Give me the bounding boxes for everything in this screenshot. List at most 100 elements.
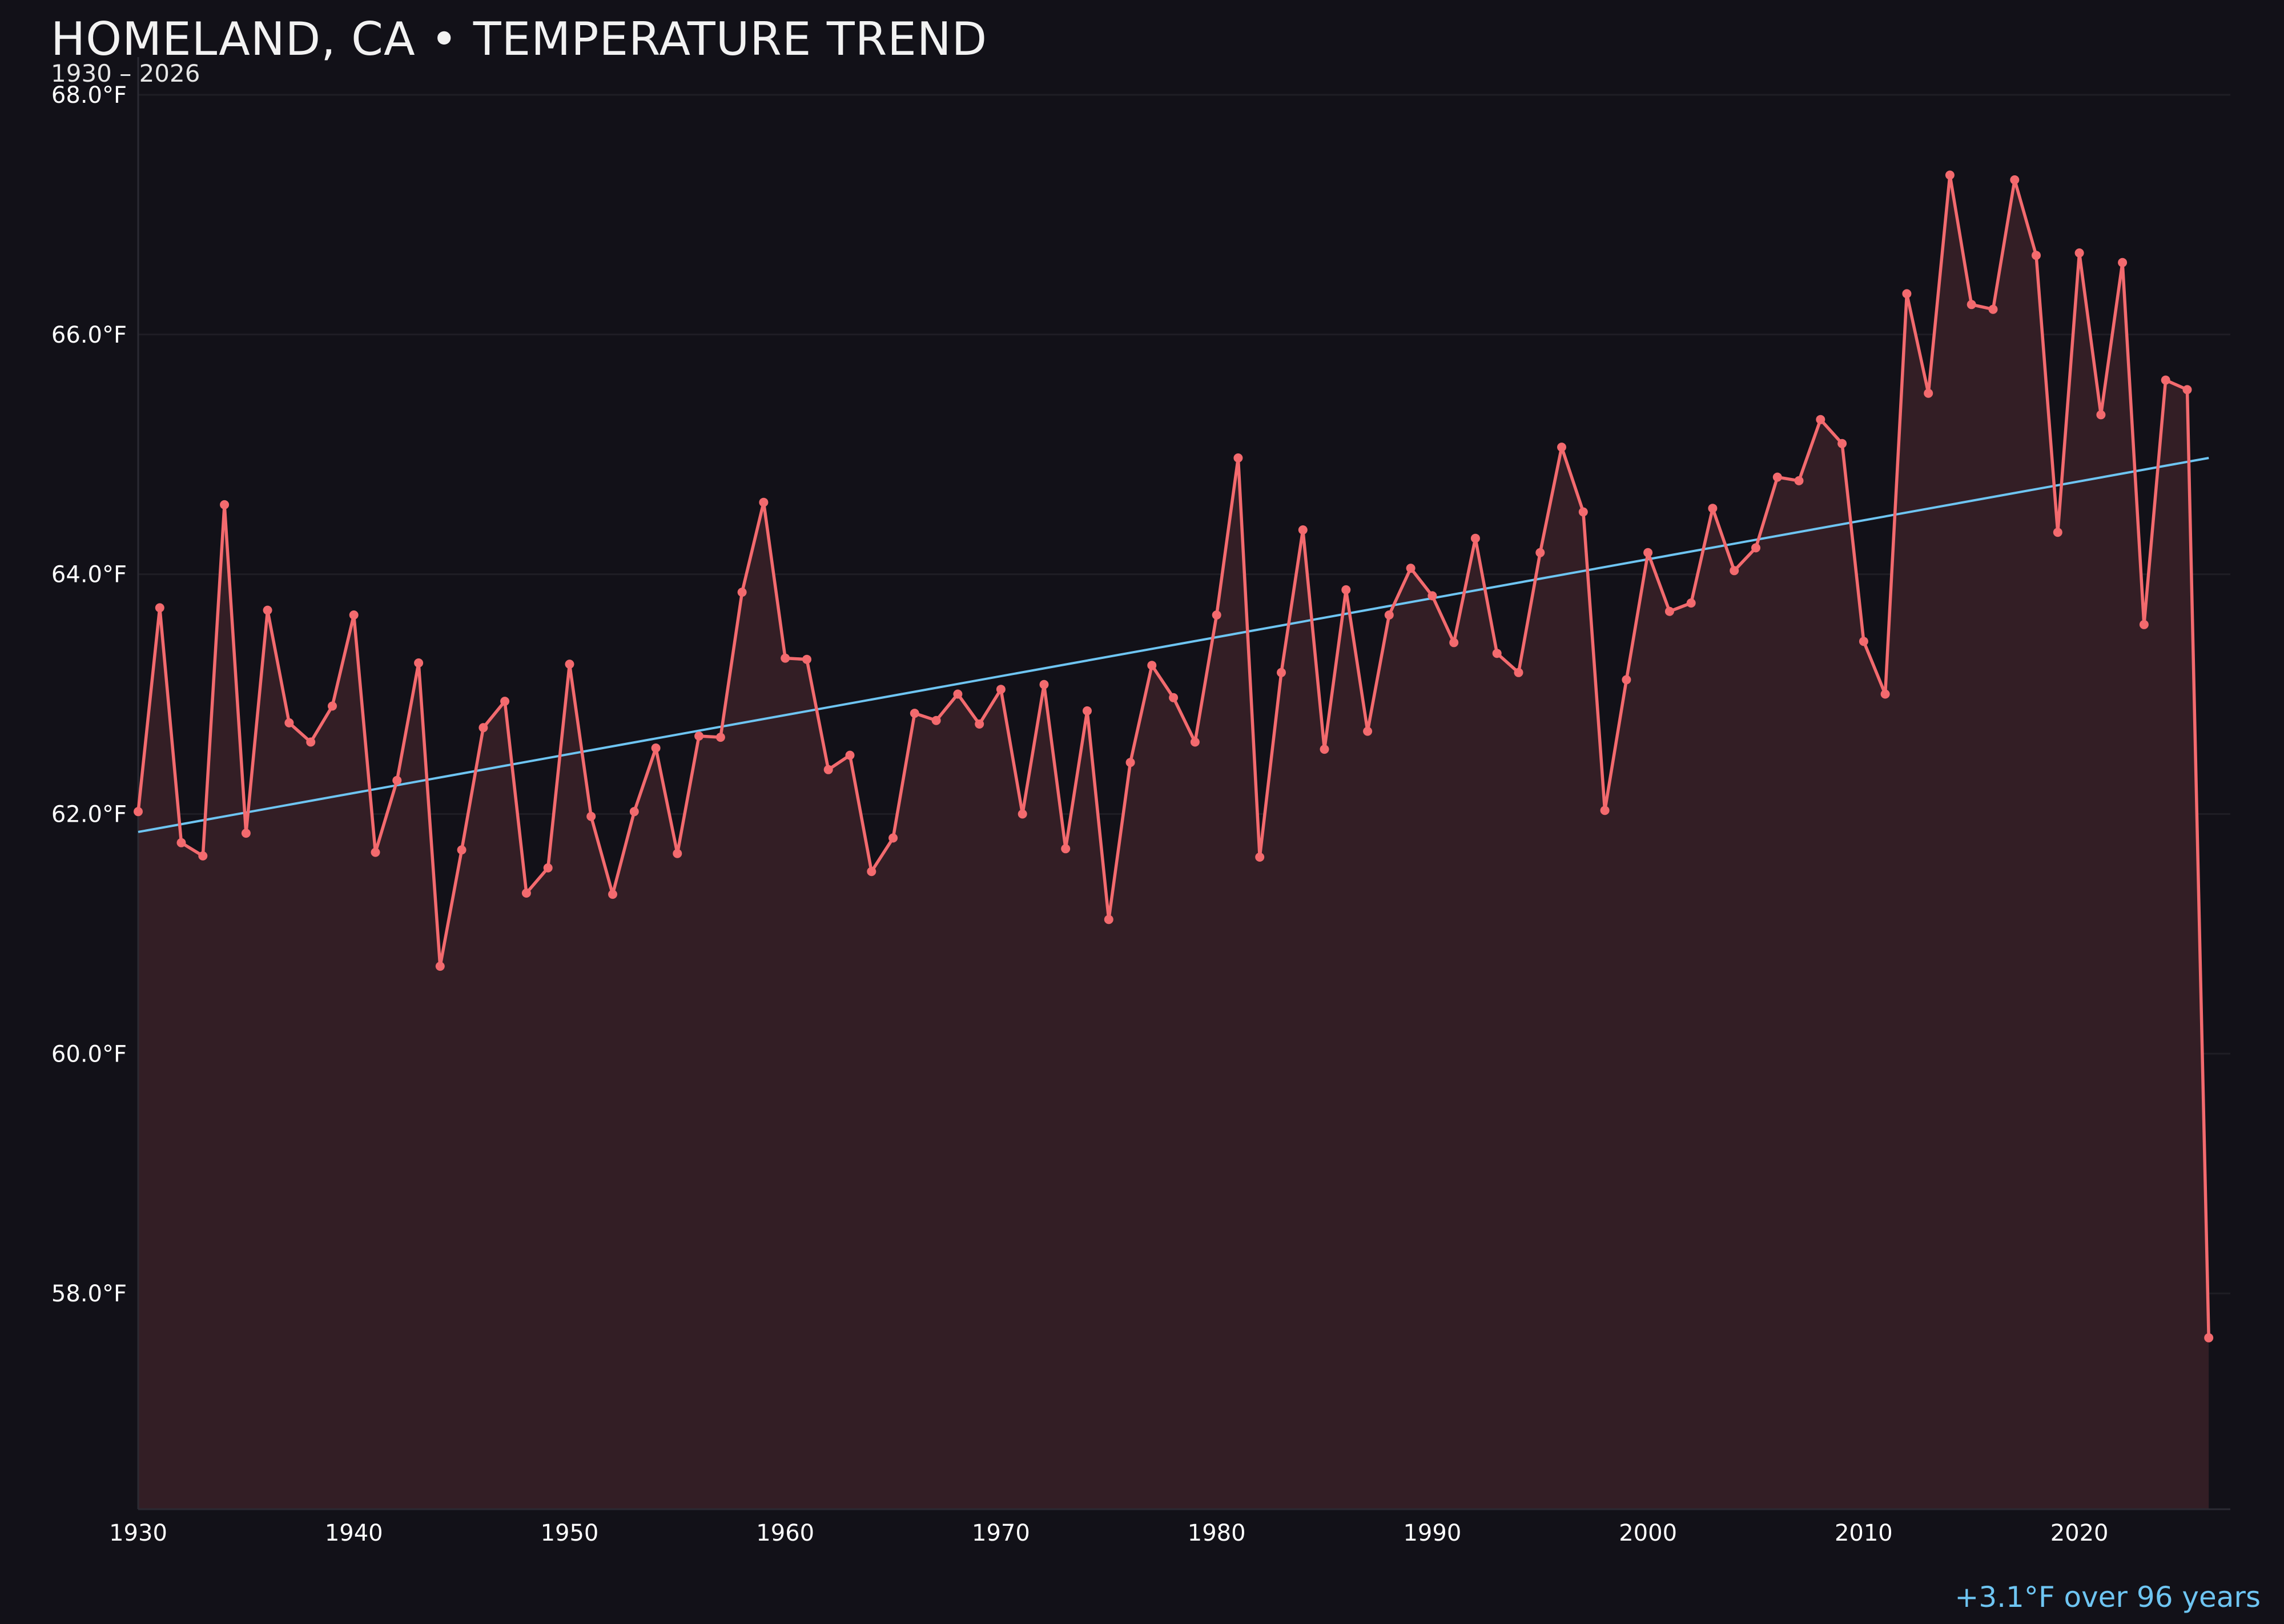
y-tick-label: 60.0°F — [51, 1041, 127, 1067]
x-tick-label: 1970 — [972, 1520, 1030, 1546]
data-point — [543, 863, 553, 873]
data-point — [1492, 649, 1502, 658]
data-point — [1039, 680, 1049, 689]
data-point — [2032, 251, 2041, 260]
data-point — [500, 697, 510, 706]
y-tick-label: 64.0°F — [51, 562, 127, 588]
data-point — [2010, 175, 2020, 184]
data-point — [1212, 610, 1221, 620]
data-point — [1104, 915, 1113, 924]
data-point — [651, 743, 661, 753]
data-point — [2118, 258, 2128, 267]
x-tick-label: 1930 — [109, 1520, 167, 1546]
data-point — [1730, 566, 1739, 576]
data-point — [1320, 745, 1329, 754]
data-point — [1384, 610, 1394, 620]
data-point — [1061, 844, 1071, 854]
chart-title: HOMELAND, CA • TEMPERATURE TREND — [51, 13, 988, 66]
data-point — [1557, 443, 1566, 452]
x-tick-label: 2010 — [1835, 1520, 1893, 1546]
data-point — [1578, 507, 1588, 517]
data-point — [1837, 439, 1847, 448]
data-point — [608, 890, 617, 899]
data-point — [1816, 415, 1825, 424]
data-point — [1686, 598, 1696, 608]
data-point — [2204, 1333, 2214, 1342]
data-point — [414, 658, 424, 668]
data-point — [1902, 289, 1912, 299]
data-point — [1622, 675, 1631, 685]
data-point — [1233, 453, 1243, 463]
data-point — [2139, 620, 2149, 629]
data-point — [845, 750, 855, 760]
y-tick-label: 58.0°F — [51, 1281, 127, 1307]
data-point — [1794, 476, 1804, 485]
data-point — [1125, 758, 1135, 767]
y-tick-labels: 58.0°F 60.0°F 62.0°F 64.0°F 66.0°F 68.0°F — [51, 82, 127, 1307]
data-point — [241, 829, 251, 838]
data-point — [2096, 410, 2106, 420]
trend-line — [138, 457, 2209, 833]
x-tick-labels: 1930 1940 1950 1960 1970 1980 1990 2000 2010 2020 — [109, 1520, 2108, 1546]
data-point — [198, 851, 208, 861]
data-point — [478, 723, 488, 733]
data-point — [565, 660, 574, 669]
temperature-area-fill — [138, 175, 2209, 1509]
data-point — [1018, 809, 1027, 819]
data-point — [521, 889, 531, 898]
data-point — [1363, 726, 1373, 736]
data-point — [1449, 638, 1459, 648]
data-point — [867, 867, 876, 877]
data-point — [781, 653, 790, 663]
data-point — [1751, 543, 1760, 553]
data-point — [1277, 668, 1286, 677]
data-point — [1664, 606, 1674, 616]
data-point — [931, 715, 941, 725]
data-point — [176, 838, 186, 847]
data-point — [220, 500, 230, 509]
data-point — [1083, 706, 1092, 715]
x-tick-label: 1980 — [1188, 1520, 1246, 1546]
data-point — [629, 807, 639, 817]
chart-subtitle: 1930 – 2026 — [51, 59, 200, 87]
data-point — [1859, 637, 1868, 646]
data-point — [392, 775, 402, 785]
data-point — [1470, 533, 1480, 543]
data-point — [2053, 528, 2062, 537]
data-point — [134, 807, 143, 817]
data-point — [1945, 170, 1955, 180]
data-points — [134, 170, 2214, 1342]
data-point — [1600, 806, 1610, 815]
data-point — [910, 709, 919, 718]
data-point — [1147, 661, 1157, 670]
y-tick-label: 68.0°F — [51, 82, 127, 108]
data-point — [996, 685, 1006, 694]
data-point — [328, 701, 337, 711]
data-point — [1341, 585, 1351, 594]
data-point — [263, 605, 272, 615]
data-point — [586, 811, 596, 821]
data-point — [2161, 375, 2170, 385]
x-tick-label: 1990 — [1403, 1520, 1461, 1546]
trend-summary: +3.1°F over 96 years — [1955, 1581, 2261, 1614]
data-point — [802, 654, 811, 664]
data-point — [349, 610, 359, 620]
data-point — [306, 737, 316, 747]
x-tick-label: 1950 — [541, 1520, 599, 1546]
data-point — [1255, 853, 1265, 862]
data-point — [1406, 564, 1416, 573]
y-tick-label: 62.0°F — [51, 801, 127, 827]
data-point — [673, 849, 682, 858]
data-point — [1988, 304, 1998, 314]
data-point — [1772, 472, 1782, 482]
data-point — [975, 719, 984, 729]
data-point — [1708, 504, 1718, 513]
x-tick-label: 1960 — [756, 1520, 814, 1546]
data-point — [371, 847, 380, 857]
data-point — [1643, 548, 1653, 557]
data-point — [1880, 689, 1890, 699]
data-point — [953, 689, 963, 699]
data-point — [1169, 693, 1179, 702]
data-point — [888, 833, 898, 843]
